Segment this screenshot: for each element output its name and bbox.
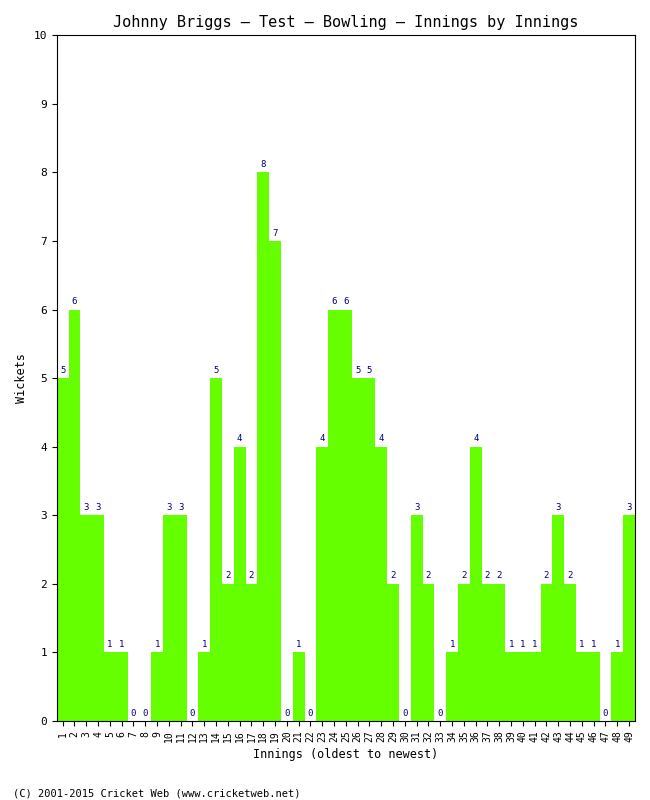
Text: 2: 2	[497, 571, 502, 581]
Bar	[340, 310, 352, 721]
Text: 2: 2	[567, 571, 573, 581]
Text: 6: 6	[72, 297, 77, 306]
Text: 3: 3	[84, 503, 89, 512]
Title: Johnny Briggs – Test – Bowling – Innings by Innings: Johnny Briggs – Test – Bowling – Innings…	[113, 15, 578, 30]
Text: 4: 4	[237, 434, 242, 443]
Bar	[541, 584, 552, 721]
Text: 1: 1	[520, 640, 526, 649]
Text: 5: 5	[60, 366, 66, 374]
Bar	[411, 515, 422, 721]
Text: 0: 0	[284, 709, 289, 718]
Bar	[257, 173, 269, 721]
Bar	[210, 378, 222, 721]
Bar	[376, 446, 387, 721]
Bar	[163, 515, 175, 721]
Bar	[269, 241, 281, 721]
Bar	[292, 653, 305, 721]
Text: 1: 1	[107, 640, 112, 649]
Text: 3: 3	[166, 503, 172, 512]
Text: 1: 1	[591, 640, 597, 649]
Bar	[57, 378, 69, 721]
Text: 5: 5	[213, 366, 219, 374]
Text: 5: 5	[367, 366, 372, 374]
Bar	[363, 378, 376, 721]
Bar	[246, 584, 257, 721]
Text: 1: 1	[508, 640, 514, 649]
Text: 0: 0	[437, 709, 443, 718]
Text: 2: 2	[544, 571, 549, 581]
Bar	[623, 515, 635, 721]
Text: 1: 1	[579, 640, 584, 649]
Text: 1: 1	[449, 640, 455, 649]
Bar	[352, 378, 363, 721]
Text: 3: 3	[627, 503, 632, 512]
Bar	[81, 515, 92, 721]
Text: 6: 6	[332, 297, 337, 306]
Text: 1: 1	[119, 640, 124, 649]
Text: 2: 2	[225, 571, 231, 581]
Text: 3: 3	[414, 503, 419, 512]
Text: 0: 0	[142, 709, 148, 718]
Bar	[529, 653, 541, 721]
Bar	[446, 653, 458, 721]
Bar	[552, 515, 564, 721]
Bar	[92, 515, 104, 721]
Text: 4: 4	[473, 434, 478, 443]
Text: 0: 0	[190, 709, 195, 718]
Text: 0: 0	[131, 709, 136, 718]
X-axis label: Innings (oldest to newest): Innings (oldest to newest)	[254, 748, 439, 761]
Bar	[493, 584, 505, 721]
Bar	[116, 653, 127, 721]
Text: 4: 4	[320, 434, 325, 443]
Text: 3: 3	[178, 503, 183, 512]
Bar	[69, 310, 81, 721]
Bar	[387, 584, 399, 721]
Bar	[328, 310, 340, 721]
Text: 0: 0	[603, 709, 608, 718]
Bar	[422, 584, 434, 721]
Bar	[517, 653, 529, 721]
Bar	[222, 584, 234, 721]
Text: 8: 8	[261, 160, 266, 169]
Text: 2: 2	[391, 571, 396, 581]
Bar	[198, 653, 210, 721]
Text: 4: 4	[378, 434, 384, 443]
Text: 1: 1	[296, 640, 302, 649]
Text: 2: 2	[426, 571, 431, 581]
Text: 1: 1	[615, 640, 620, 649]
Text: (C) 2001-2015 Cricket Web (www.cricketweb.net): (C) 2001-2015 Cricket Web (www.cricketwe…	[13, 788, 300, 798]
Text: 3: 3	[556, 503, 561, 512]
Bar	[505, 653, 517, 721]
Y-axis label: Wickets: Wickets	[15, 354, 28, 403]
Text: 7: 7	[272, 229, 278, 238]
Text: 2: 2	[485, 571, 490, 581]
Text: 1: 1	[202, 640, 207, 649]
Bar	[234, 446, 246, 721]
Text: 2: 2	[462, 571, 467, 581]
Text: 2: 2	[249, 571, 254, 581]
Text: 1: 1	[532, 640, 538, 649]
Bar	[175, 515, 187, 721]
Bar	[317, 446, 328, 721]
Text: 6: 6	[343, 297, 348, 306]
Bar	[576, 653, 588, 721]
Bar	[470, 446, 482, 721]
Text: 1: 1	[155, 640, 160, 649]
Text: 5: 5	[355, 366, 360, 374]
Text: 0: 0	[402, 709, 408, 718]
Text: 3: 3	[96, 503, 101, 512]
Bar	[588, 653, 599, 721]
Bar	[612, 653, 623, 721]
Bar	[458, 584, 470, 721]
Bar	[104, 653, 116, 721]
Bar	[482, 584, 493, 721]
Bar	[151, 653, 163, 721]
Bar	[564, 584, 576, 721]
Text: 0: 0	[308, 709, 313, 718]
